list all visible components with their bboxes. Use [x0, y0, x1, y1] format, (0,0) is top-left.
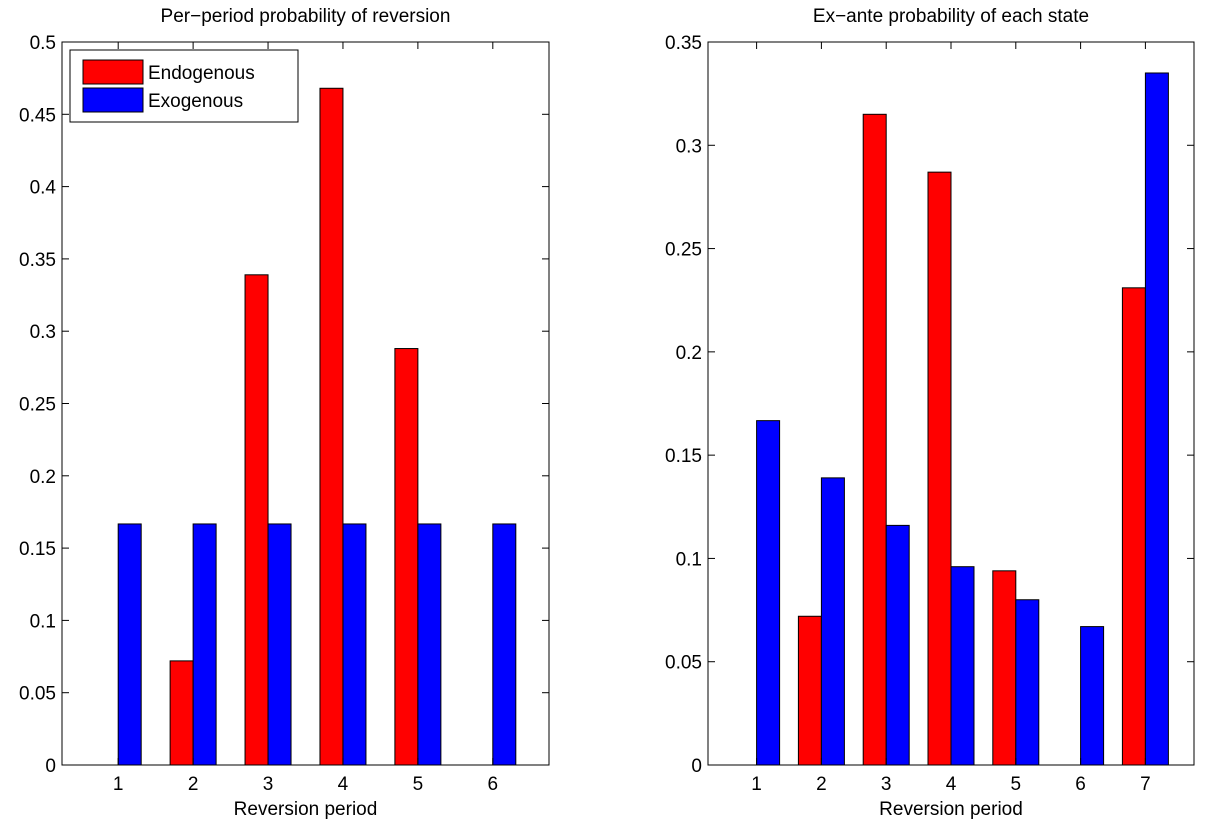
y-tick-label: 0.1	[676, 549, 702, 570]
bar-series-1-cat-2	[797, 615, 822, 766]
legend-swatch-2	[82, 87, 144, 113]
bar-series-2-cat-6	[1080, 626, 1105, 766]
y-tick-label: 0.15	[19, 539, 56, 560]
legend-label-1: Endogenous	[148, 63, 255, 84]
x-tick-label: 4	[338, 774, 349, 795]
bar-series-1-cat-5	[992, 570, 1017, 766]
bar-series-1-cat-7	[1121, 287, 1146, 766]
x-tick-label: 4	[946, 774, 957, 795]
bar-series-2-cat-1	[756, 420, 781, 766]
chart-title: Per−period probability of reversion	[161, 6, 451, 27]
x-tick-label: 2	[816, 774, 827, 795]
bar-series-2-cat-2	[820, 477, 845, 766]
bar-series-2-cat-5	[1015, 599, 1040, 766]
x-tick-label: 1	[751, 774, 762, 795]
bar-series-2-cat-4	[950, 566, 975, 766]
bar-series-2-cat-6	[492, 523, 517, 766]
chart-1: 0 0.05 0.1 0.15 0.2 0.25 0.3 0.35 0.4 0.45 0.5 1 2 3 4…	[19, 6, 550, 820]
x-tick-label: 5	[1011, 774, 1022, 795]
y-tick-label: 0.4	[30, 178, 57, 199]
x-tick-label: 3	[263, 774, 274, 795]
bar-series-2-cat-7	[1144, 72, 1169, 766]
y-tick-label: 0.05	[19, 684, 56, 705]
y-tick-label: 0.3	[30, 322, 56, 343]
x-tick-label: 1	[113, 774, 124, 795]
plot-area	[62, 42, 549, 765]
legend-label-2: Exogenous	[148, 91, 243, 112]
x-tick-label: 5	[413, 774, 424, 795]
bar-series-1-cat-2	[169, 660, 194, 766]
y-tick-label: 0.45	[19, 105, 56, 126]
bar-series-1-cat-3	[244, 274, 269, 766]
x-tick-label: 2	[188, 774, 199, 795]
y-tick-label: 0.15	[665, 446, 702, 467]
bar-series-2-cat-4	[342, 523, 367, 766]
bar-series-1-cat-4	[927, 171, 952, 766]
bar-series-2-cat-1	[117, 523, 142, 766]
bar-series-1-cat-3	[862, 113, 887, 766]
x-tick-label: 6	[488, 774, 499, 795]
x-tick-label: 6	[1075, 774, 1086, 795]
legend: Endogenous Exogenous	[69, 49, 299, 123]
legend-swatch-1	[82, 59, 144, 85]
y-tick-label: 0.3	[676, 136, 702, 157]
bar-series-2-cat-3	[267, 523, 292, 766]
chart-title: Ex−ante probability of each state	[813, 6, 1089, 27]
bar-series-2-cat-2	[192, 523, 217, 766]
y-tick-label: 0	[691, 756, 702, 777]
y-tick-label: 0.35	[19, 250, 56, 271]
x-tick-label: 7	[1140, 774, 1151, 795]
y-tick-label: 0.2	[30, 467, 56, 488]
bar-series-2-cat-5	[417, 523, 442, 766]
x-tick-label: 3	[881, 774, 892, 795]
y-tick-label: 0.2	[676, 343, 702, 364]
y-tick-label: 0	[45, 756, 56, 777]
x-axis-label: Reversion period	[879, 799, 1023, 820]
y-tick-label: 0.25	[19, 395, 56, 416]
y-tick-label: 0.1	[30, 611, 56, 632]
y-tick-label: 0.5	[30, 33, 56, 54]
bar-series-2-cat-3	[885, 524, 910, 766]
bar-series-1-cat-5	[394, 348, 419, 766]
x-axis-label: Reversion period	[234, 799, 378, 820]
bar-series-1-cat-4	[319, 87, 344, 766]
y-tick-label: 0.05	[665, 653, 702, 674]
y-tick-label: 0.25	[665, 240, 702, 261]
chart-2: 0 0.05 0.1 0.15 0.2 0.25 0.3 0.35 1 2 3 4 5 6 7 Ex−ante…	[665, 6, 1195, 820]
y-tick-label: 0.35	[665, 33, 702, 54]
